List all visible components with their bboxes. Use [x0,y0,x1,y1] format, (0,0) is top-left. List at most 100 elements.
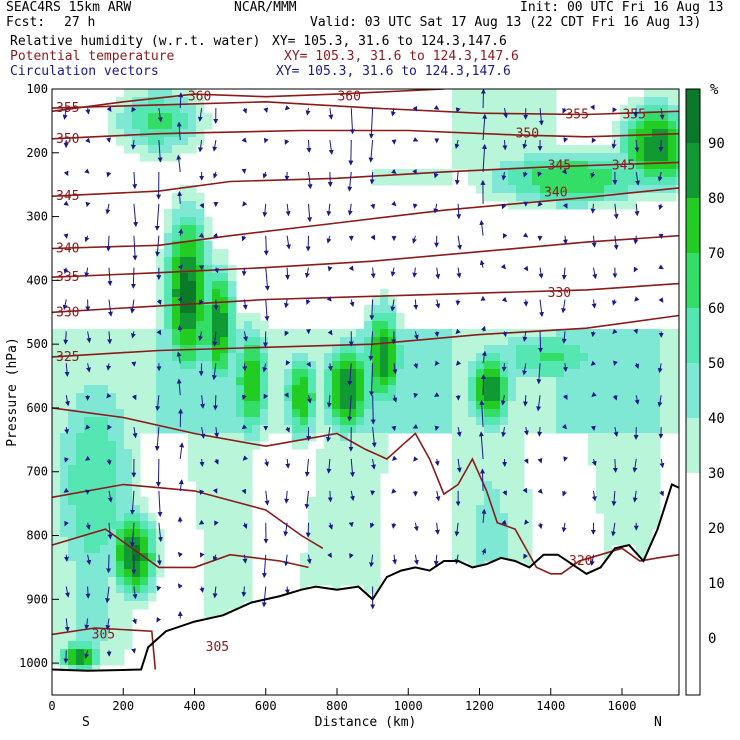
rh-cell [356,401,365,410]
rh-cell [668,377,677,386]
rh-cell [476,153,485,162]
circulation-vector [479,219,485,236]
rh-cell [468,489,477,498]
rh-cell [428,417,437,426]
rh-cell [420,385,429,394]
rh-cell [548,161,557,170]
rh-cell [124,425,133,434]
circulation-vector [480,468,486,491]
rh-cell [116,105,125,114]
rh-cell [268,337,277,346]
rh-cell [372,441,381,450]
rh-cell [100,513,109,522]
rh-cell [556,153,565,162]
rh-cell [108,337,117,346]
rh-cell [76,465,85,474]
rh-cell [220,361,229,370]
rh-cell [68,577,77,586]
rh-cell [156,337,165,346]
rh-cell [356,553,365,562]
rh-cell [396,385,405,394]
rh-cell [84,497,93,506]
rh-cell [244,393,253,402]
rh-cell [596,369,605,378]
circulation-vector [305,299,311,305]
rh-cell [172,153,181,162]
rh-cell [548,137,557,146]
rh-cell [652,337,661,346]
y-tick-label: 800 [26,529,48,543]
rh-cell [164,393,173,402]
rh-cell [268,393,277,402]
rh-cell [196,513,205,522]
rh-cell [620,497,629,506]
rh-cell [652,353,661,362]
rh-cell [564,401,573,410]
rh-cell [108,489,117,498]
rh-cell [84,417,93,426]
rh-cell [508,385,517,394]
circulation-vector [659,490,664,497]
rh-cell [228,273,237,282]
circulation-vector [63,487,70,493]
rh-cell [380,177,389,186]
rh-cell [516,513,525,522]
rh-cell [596,401,605,410]
rh-cell [492,449,501,458]
rh-cell [108,401,117,410]
rh-cell [188,145,197,154]
rh-cell [228,465,237,474]
rh-cell [644,385,653,394]
rh-cell [580,425,589,434]
y-tick-label: 400 [26,273,48,287]
circulation-vector [242,201,248,207]
rh-cell [652,369,661,378]
rh-cell [52,577,61,586]
rh-cell [348,473,357,482]
rh-cell [388,321,397,330]
rh-cell [300,377,309,386]
rh-cell [76,489,85,498]
rh-cell [500,121,509,130]
rh-cell [60,465,69,474]
circulation-vector [264,299,270,322]
theta-label: 350 [516,127,539,142]
rh-cell [436,401,445,410]
rh-cell [652,177,661,186]
rh-cell [604,329,613,338]
rh-cell [244,561,253,570]
rh-cell [332,465,341,474]
rh-cell [580,353,589,362]
rh-cell [156,345,165,354]
rh-cell [116,489,125,498]
x-tick-label: 1600 [608,699,637,713]
rh-cell [388,353,397,362]
rh-cell [108,385,117,394]
rh-cell [492,353,501,362]
rh-cell [644,161,653,170]
rh-cell [156,137,165,146]
rh-cell [524,89,533,98]
rh-cell [644,177,653,186]
rh-cell [132,353,141,362]
rh-cell [68,401,77,410]
rh-cell [596,457,605,466]
center-name: NCAR/MMM [234,0,297,15]
circulation-vector [84,235,90,243]
rh-cell [564,393,573,402]
rh-cell [324,489,333,498]
rh-cell [180,289,189,298]
rh-cell [188,361,197,370]
rh-cell [236,513,245,522]
rh-cell [84,433,93,442]
rh-cell [100,361,109,370]
circulation-vector [433,392,440,397]
rh-cell [52,553,61,562]
rh-cell [204,465,213,474]
rh-cell [228,577,237,586]
rh-cell [676,97,679,106]
rh-cell [492,409,501,418]
rh-cell [156,121,165,130]
colorbar-label: 60 [708,301,725,317]
